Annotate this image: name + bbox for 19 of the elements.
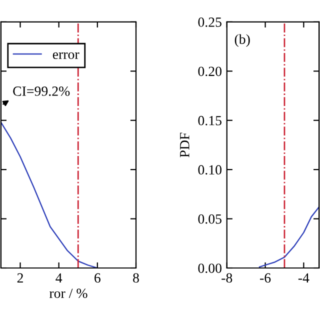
- x-tick-label: 8: [133, 273, 139, 283]
- legend-label: error: [52, 52, 80, 60]
- y-tick-label: 0.25: [198, 18, 222, 27]
- y-tick-label: 0.05: [198, 214, 222, 224]
- x-axis-title: ror / %: [49, 288, 88, 298]
- y-tick-label: 0.10: [198, 165, 222, 175]
- y-tick-label: 0.00: [198, 264, 222, 274]
- y-tick-label: 0.20: [198, 66, 222, 76]
- x-tick-label: -4: [298, 273, 310, 282]
- x-tick-label: -6: [260, 273, 271, 283]
- y-axis-title: PDF: [180, 132, 190, 158]
- annotation: (b): [234, 34, 250, 47]
- x-tick-label: -8: [222, 273, 232, 283]
- annotation: CI=99.2%: [13, 86, 70, 96]
- x-tick-label: 6: [94, 273, 100, 283]
- line-series: [258, 206, 320, 268]
- x-tick-label: 4: [56, 273, 62, 282]
- y-tick-label: 0.15: [198, 116, 222, 126]
- x-tick-label: 2: [17, 273, 23, 282]
